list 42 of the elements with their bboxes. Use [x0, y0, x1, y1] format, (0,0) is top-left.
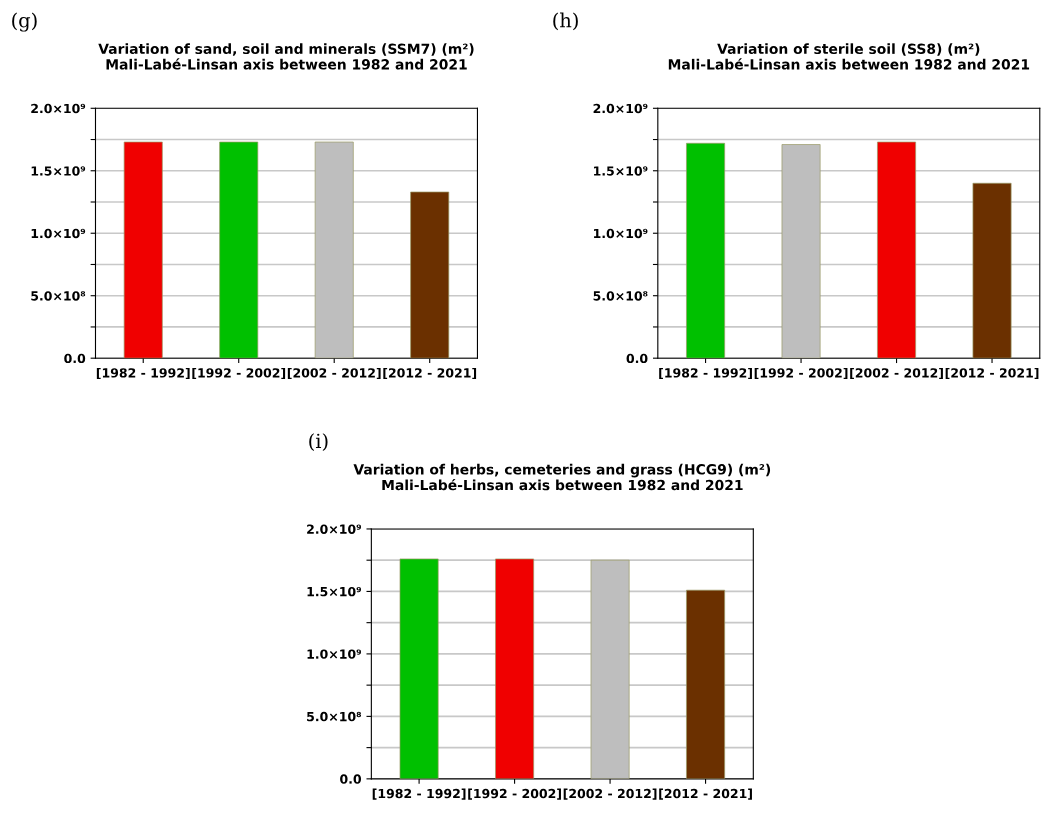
x-tick-label: [1992 - 2002]: [468, 788, 561, 800]
text: (i): [309, 433, 328, 451]
y-tick-label: 5.0×10⁸: [307, 711, 362, 722]
x-tick-label: [2012 - 2021]: [659, 788, 752, 800]
x-tick-label: [1992 - 2002]: [754, 367, 848, 380]
y-tick-label: 5.0×10⁸: [31, 291, 86, 301]
x-tick-label: [2002 - 2012]: [287, 367, 381, 380]
text: (g): [12, 12, 37, 32]
y-tick-label: 1.5×10⁹: [31, 166, 86, 176]
y-tick-label: 0.0: [340, 774, 362, 784]
chart-title: Variation of sterile soil (SS8) (m²): [717, 43, 980, 56]
bar: [686, 589, 726, 779]
x-tick-label: [1982 - 1992]: [372, 788, 466, 800]
bar: [686, 142, 726, 359]
chart-subtitle: Mali-Labé-Linsan axis between 1982 and 2021: [106, 58, 467, 70]
x-tick-label: [1982 - 1992]: [659, 367, 752, 380]
chart-title: Variation of sand, soil and minerals (SSM7) (m²): [98, 43, 474, 56]
bar: [495, 558, 535, 779]
x-tick-label: [2002 - 2012]: [563, 788, 657, 800]
y-tick-label: 2.0×10⁹: [307, 524, 361, 534]
bar: [399, 558, 439, 779]
x-tick-label: [2012 - 2021]: [383, 367, 477, 380]
x-tick-label: [2002 - 2012]: [850, 367, 943, 380]
y-tick-label: 1.5×10⁹: [307, 586, 361, 597]
chart-title: Variation of herbs, cemeteries and grass (HCG9) (m²): [353, 463, 771, 478]
y-tick-label: 2.0×10⁹: [31, 103, 86, 114]
bar: [877, 141, 916, 359]
y-tick-label: 5.0×10⁸: [593, 291, 648, 301]
x-tick-label: [2012 - 2021]: [945, 367, 1039, 380]
chart-subtitle: Mali-Labé-Linsan axis between 1982 and 2021: [668, 58, 1030, 70]
x-tick-label: [1982 - 1992]: [96, 367, 190, 380]
y-tick-label: 1.0×10⁹: [594, 228, 648, 239]
chart-subtitle: Mali-Labé-Linsan axis between 1982 and 2021: [382, 478, 743, 491]
text: (h): [553, 12, 578, 31]
y-tick-label: 1.0×10⁹: [31, 228, 86, 239]
y-tick-label: 0.0: [64, 353, 86, 364]
y-tick-label: 0.0: [626, 353, 648, 364]
y-tick-label: 1.5×10⁹: [594, 166, 648, 176]
y-tick-label: 1.0×10⁹: [307, 649, 361, 659]
y-tick-label: 2.0×10⁹: [593, 103, 648, 114]
bar: [972, 182, 1012, 359]
x-tick-label: [1992 - 2002]: [192, 367, 286, 380]
